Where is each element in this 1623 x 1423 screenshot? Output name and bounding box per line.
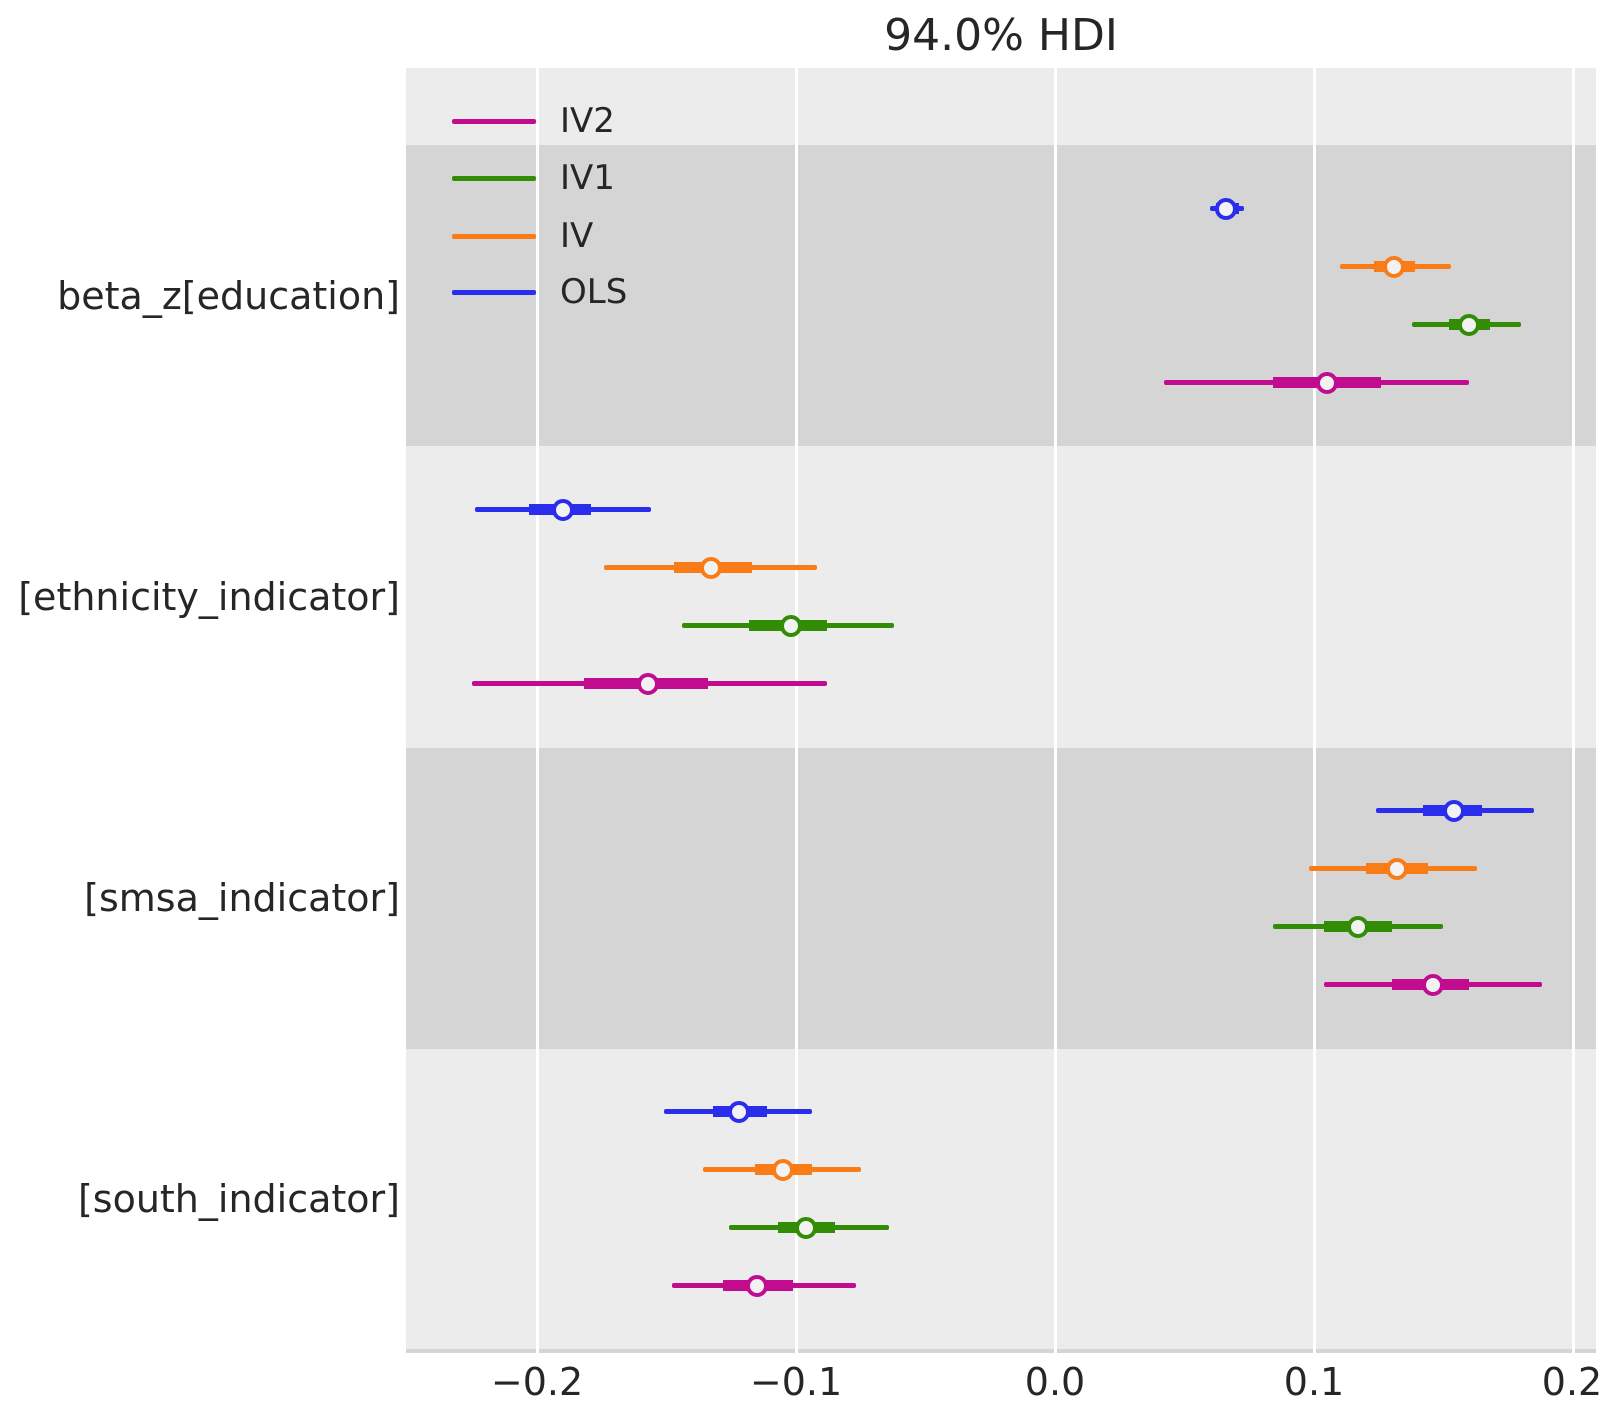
median-marker-IV1-beta_z[education] bbox=[1458, 313, 1481, 336]
median-marker-IV1-[south_indicator] bbox=[795, 1216, 818, 1239]
gridline-0.1 bbox=[1312, 68, 1316, 1353]
x-tick-0-0: 0.0 bbox=[1024, 1360, 1086, 1404]
ols-line-swatch bbox=[452, 289, 536, 295]
x-tick-0-1: 0.1 bbox=[1283, 1360, 1345, 1404]
x-tick-neg-0-2: −0.2 bbox=[490, 1360, 584, 1404]
y-axis-label-ethnicity: [ethnicity_indicator] bbox=[18, 575, 400, 619]
iv2-line-swatch bbox=[452, 118, 536, 124]
legend-label-iv: IV bbox=[560, 216, 594, 256]
median-marker-IV2-[smsa_indicator] bbox=[1422, 973, 1445, 996]
y-axis-label-education: beta_z[education] bbox=[57, 274, 400, 318]
median-marker-OLS-beta_z[education] bbox=[1214, 197, 1237, 220]
iv-line-swatch bbox=[452, 233, 536, 239]
median-marker-IV2-[south_indicator] bbox=[746, 1274, 769, 1297]
x-tick-0-2: 0.2 bbox=[1541, 1360, 1603, 1404]
plot-area bbox=[406, 68, 1596, 1353]
x-tick-neg-0-1: −0.1 bbox=[749, 1360, 843, 1404]
gridline-0.2 bbox=[1571, 68, 1575, 1353]
median-marker-IV1-[ethnicity_indicator] bbox=[779, 614, 802, 637]
background-band-0 bbox=[406, 145, 1596, 446]
median-marker-OLS-[south_indicator] bbox=[728, 1100, 751, 1123]
median-marker-IV2-beta_z[education] bbox=[1315, 371, 1338, 394]
median-marker-OLS-[smsa_indicator] bbox=[1442, 799, 1465, 822]
gridline-−0.2 bbox=[535, 68, 539, 1353]
median-marker-IV2-[ethnicity_indicator] bbox=[637, 672, 660, 695]
y-axis-label-smsa: [smsa_indicator] bbox=[84, 876, 400, 920]
legend-label-ols: OLS bbox=[560, 272, 628, 312]
background-band-2 bbox=[406, 1349, 1596, 1353]
legend-label-iv1: IV1 bbox=[560, 158, 615, 198]
median-marker-IV-[ethnicity_indicator] bbox=[699, 556, 722, 579]
median-marker-IV-[smsa_indicator] bbox=[1385, 857, 1408, 880]
median-marker-IV-beta_z[education] bbox=[1383, 255, 1406, 278]
background-band-1 bbox=[406, 747, 1596, 1049]
legend-label-iv2: IV2 bbox=[560, 101, 615, 141]
gridline-0.0 bbox=[1053, 68, 1057, 1353]
gridline-−0.1 bbox=[794, 68, 798, 1353]
chart-title: 94.0% HDI bbox=[884, 10, 1118, 61]
median-marker-IV1-[smsa_indicator] bbox=[1347, 915, 1370, 938]
median-marker-IV-[south_indicator] bbox=[772, 1158, 795, 1181]
iv1-line-swatch bbox=[452, 175, 536, 181]
y-axis-label-south: [south_indicator] bbox=[77, 1177, 400, 1221]
median-marker-OLS-[ethnicity_indicator] bbox=[551, 498, 574, 521]
